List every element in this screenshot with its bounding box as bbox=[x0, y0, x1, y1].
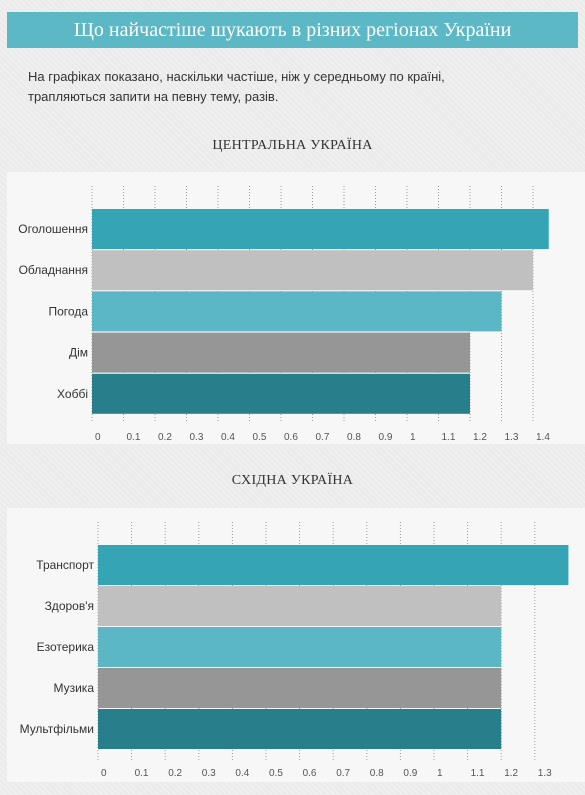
chart-panel-central: 0 0.1 0.2 0.3 0.4 0.5 0.6 0.7 0.8 0.9 1 1.1 1.2 1.3 1.… bbox=[7, 172, 585, 444]
x-tick-label: 0.7 bbox=[336, 768, 350, 779]
x-tick-label: 0.2 bbox=[158, 432, 172, 443]
x-tick-label: 0.1 bbox=[135, 768, 149, 779]
x-tick-label: 0.5 bbox=[253, 432, 267, 443]
bar bbox=[92, 373, 470, 414]
x-tick-label: 0.9 bbox=[379, 432, 393, 443]
category-label: Езотерика bbox=[37, 640, 95, 654]
bar bbox=[98, 545, 569, 585]
x-tick-label: 0.7 bbox=[316, 432, 330, 443]
bar bbox=[98, 709, 502, 749]
x-tick-label: 0.3 bbox=[202, 768, 216, 779]
bar bbox=[92, 291, 502, 332]
chart-panel-east: 0 0.1 0.2 0.3 0.4 0.5 0.6 0.7 0.8 0.9 1 1.1 1.2 1.3 Тр… bbox=[7, 508, 585, 782]
x-tick-label: 0.8 bbox=[347, 432, 361, 443]
chart-title-central: ЦЕНТРАЛЬНА УКРАЇНА bbox=[212, 138, 373, 153]
chart-east-svg: 0 0.1 0.2 0.3 0.4 0.5 0.6 0.7 0.8 0.9 1 1.1 1.2 1.3 Тр… bbox=[20, 522, 569, 779]
x-tick-label: 1.2 bbox=[504, 768, 518, 779]
x-tick-label: 1.3 bbox=[538, 768, 552, 779]
chart-central-svg: 0 0.1 0.2 0.3 0.4 0.5 0.6 0.7 0.8 0.9 1 1.1 1.2 1.3 1.… bbox=[18, 186, 550, 443]
x-tick-label: 1.4 bbox=[536, 432, 550, 443]
category-label: Оголошення bbox=[18, 222, 88, 236]
x-tick-label: 1.3 bbox=[505, 432, 519, 443]
x-tick-label: 1.1 bbox=[442, 432, 456, 443]
category-label: Хоббі bbox=[57, 387, 88, 401]
bar bbox=[92, 332, 470, 373]
page-title: Що найчастіше шукають в різних регіонах … bbox=[7, 12, 578, 48]
bar bbox=[92, 250, 533, 291]
x-tick-label: 0.4 bbox=[235, 768, 249, 779]
subtitle-line-1: На графіках показано, наскільки частіше,… bbox=[28, 69, 445, 84]
x-tick-label: 0 bbox=[101, 768, 107, 779]
x-tick-label: 0.8 bbox=[370, 768, 384, 779]
bar bbox=[98, 586, 502, 626]
x-tick-label: 0.5 bbox=[269, 768, 283, 779]
page-title-text: Що найчастіше шукають в різних регіонах … bbox=[73, 18, 512, 41]
page-subtitle: На графіках показано, наскільки частіше,… bbox=[28, 67, 568, 107]
x-tick-label: 0.4 bbox=[221, 432, 235, 443]
bar bbox=[92, 209, 549, 249]
x-tick-label: 1 bbox=[437, 768, 443, 779]
x-tick-label: 0.3 bbox=[190, 432, 204, 443]
bar bbox=[98, 668, 502, 708]
x-tick-label: 1.2 bbox=[473, 432, 487, 443]
x-tick-label: 1 bbox=[410, 432, 416, 443]
x-tick-label: 0.2 bbox=[168, 768, 182, 779]
x-tick-label: 1.1 bbox=[471, 768, 485, 779]
category-label: Здоров'я bbox=[45, 599, 94, 613]
category-label: Обладнання bbox=[19, 263, 88, 277]
x-tick-label: 0.9 bbox=[403, 768, 417, 779]
x-tick-label: 0.6 bbox=[284, 432, 298, 443]
subtitle-line-2: трапляються запити на певну тему, разів. bbox=[28, 89, 279, 104]
x-tick-label: 0.6 bbox=[303, 768, 317, 779]
category-label: Погода bbox=[49, 304, 89, 318]
category-label: Транспорт bbox=[36, 558, 94, 572]
x-tick-label: 0.1 bbox=[127, 432, 141, 443]
x-tick-label: 0 bbox=[95, 432, 101, 443]
chart-title-east: СХІДНА УКРАЇНА bbox=[231, 473, 354, 488]
category-label: Дім bbox=[69, 346, 88, 360]
category-label: Мультфільми bbox=[20, 722, 94, 736]
bar bbox=[98, 627, 502, 667]
category-label: Музика bbox=[53, 681, 94, 695]
